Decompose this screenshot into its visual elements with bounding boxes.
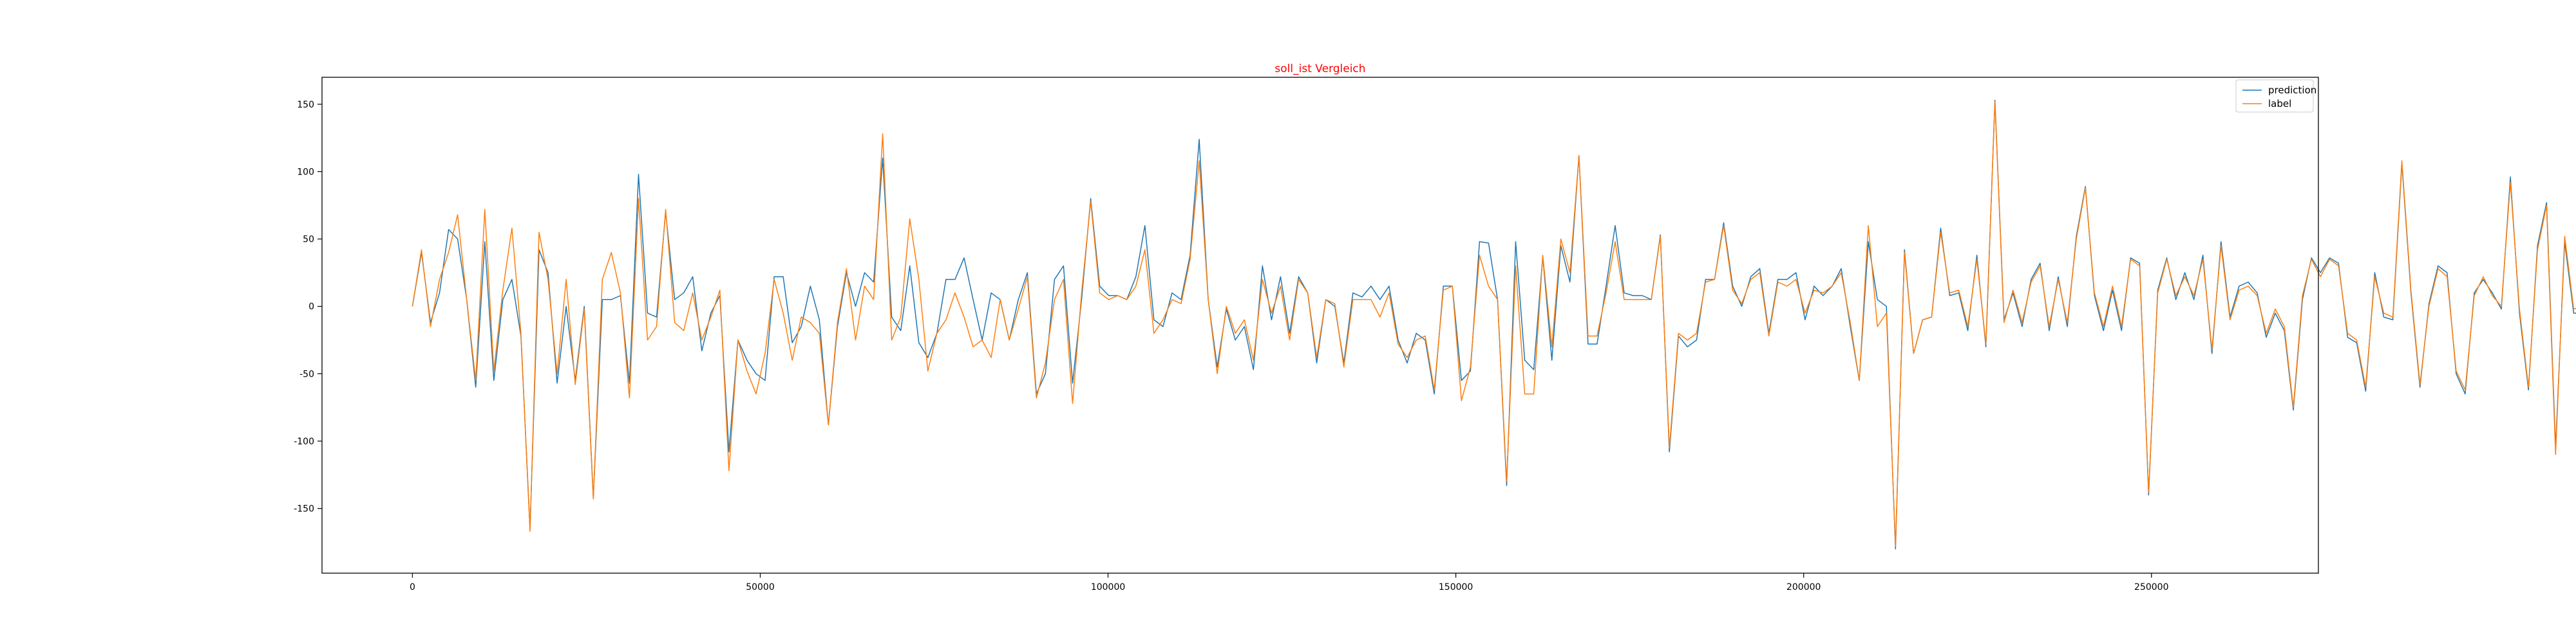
legend-label-prediction: prediction [2268,84,2316,96]
series-layer [412,99,2576,550]
y-tick-label: 0 [308,302,314,312]
y-tick-label: 100 [297,167,314,177]
y-tick-label: 50 [303,234,314,245]
x-tick-label: 200000 [1786,582,1821,592]
y-tick-label: -150 [294,504,314,515]
y-tick-label: 150 [297,100,314,110]
y-axis: -150 -100 -50 0 50 100 150 [294,100,322,515]
x-tick-label: 250000 [2134,582,2168,592]
y-tick-label: -100 [294,437,314,447]
series-line-label [412,100,2576,547]
x-axis: 0 50000 100000 150000 200000 250000 [410,573,2168,592]
legend-label-label: label [2268,98,2291,109]
y-tick-label: -50 [299,369,314,379]
chart-title: soll_ist Vergleich [1274,62,1365,75]
x-tick-label: 50000 [746,582,775,592]
plot-area-frame [321,77,2319,574]
x-tick-label: 100000 [1091,582,1125,592]
x-tick-label: 150000 [1439,582,1473,592]
legend: prediction label [2235,79,2316,113]
x-tick-label: 0 [410,582,415,592]
